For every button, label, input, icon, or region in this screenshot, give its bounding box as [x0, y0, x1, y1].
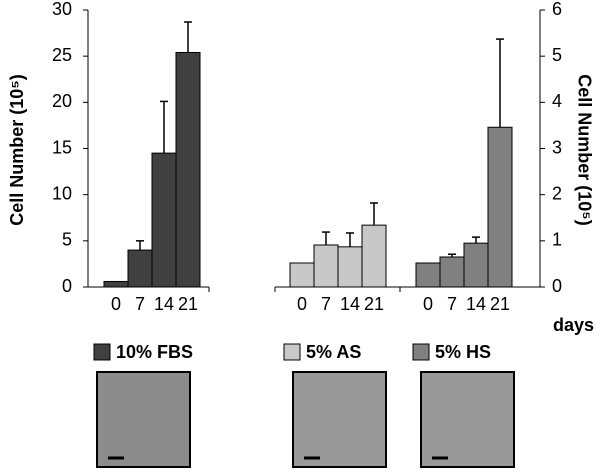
y-tick-label: 15 [52, 137, 72, 157]
y-tick-label: 5 [62, 230, 72, 250]
x-tick-label: 0 [297, 294, 307, 314]
error-bar [160, 100, 168, 154]
y2-tick-label: 5 [552, 45, 562, 65]
bar [313, 244, 339, 288]
y-tick-label: 10 [52, 183, 72, 203]
error-bar [346, 232, 354, 247]
bar [415, 262, 441, 288]
x-tick-label: 7 [321, 294, 331, 314]
legend-label: 5% AS [306, 342, 361, 362]
y2-tick-label: 6 [552, 0, 562, 19]
x-tick-label: 7 [447, 294, 457, 314]
y-axis-label: Cell Number (10⁵) [7, 74, 27, 226]
bar [151, 152, 177, 288]
legend-swatch [93, 343, 111, 361]
legend-label: 10% FBS [116, 342, 193, 362]
bar [103, 280, 129, 288]
micrographs [96, 371, 515, 468]
micrograph [292, 371, 387, 468]
bar [337, 246, 363, 288]
x-tick-label: 14 [154, 294, 174, 314]
x-tick-label: 21 [490, 294, 510, 314]
x-tick-label: 0 [423, 294, 433, 314]
x-tick-label: 0 [111, 294, 121, 314]
micrograph [420, 371, 515, 468]
bar [127, 249, 153, 288]
legend-swatch [283, 343, 301, 361]
y2-tick-label: 1 [552, 230, 562, 250]
bar [487, 126, 513, 288]
bar [289, 262, 315, 288]
micrograph [96, 371, 191, 468]
y-tick-label: 0 [62, 276, 72, 296]
error-bar [496, 38, 504, 128]
x-tick-label: 21 [364, 294, 384, 314]
y-tick-label: 25 [52, 45, 72, 65]
bar [439, 256, 465, 288]
y-tick-label: 30 [52, 0, 72, 19]
y2-axis-label: Cell Number (10⁵) [574, 74, 594, 226]
y-tick-label: 20 [52, 91, 72, 111]
bar [175, 51, 201, 288]
error-bar [322, 231, 330, 245]
y2-tick-label: 2 [552, 183, 562, 203]
error-bar [184, 21, 192, 53]
y2-tick-label: 3 [552, 137, 562, 157]
legend-swatch [412, 343, 430, 361]
x-tick-label: 14 [340, 294, 360, 314]
bar [463, 242, 489, 288]
x-tick-label: 7 [135, 294, 145, 314]
legend-label: 5% HS [435, 342, 491, 362]
y2-tick-label: 0 [552, 276, 562, 296]
bar [361, 224, 387, 288]
error-bar [136, 240, 144, 251]
y2-tick-label: 4 [552, 91, 562, 111]
error-bar [448, 253, 456, 257]
x-tick-label: 14 [466, 294, 486, 314]
error-bar [472, 236, 480, 244]
x-tick-label: 21 [178, 294, 198, 314]
error-bar [370, 202, 378, 226]
x-axis-label: days [553, 315, 594, 335]
